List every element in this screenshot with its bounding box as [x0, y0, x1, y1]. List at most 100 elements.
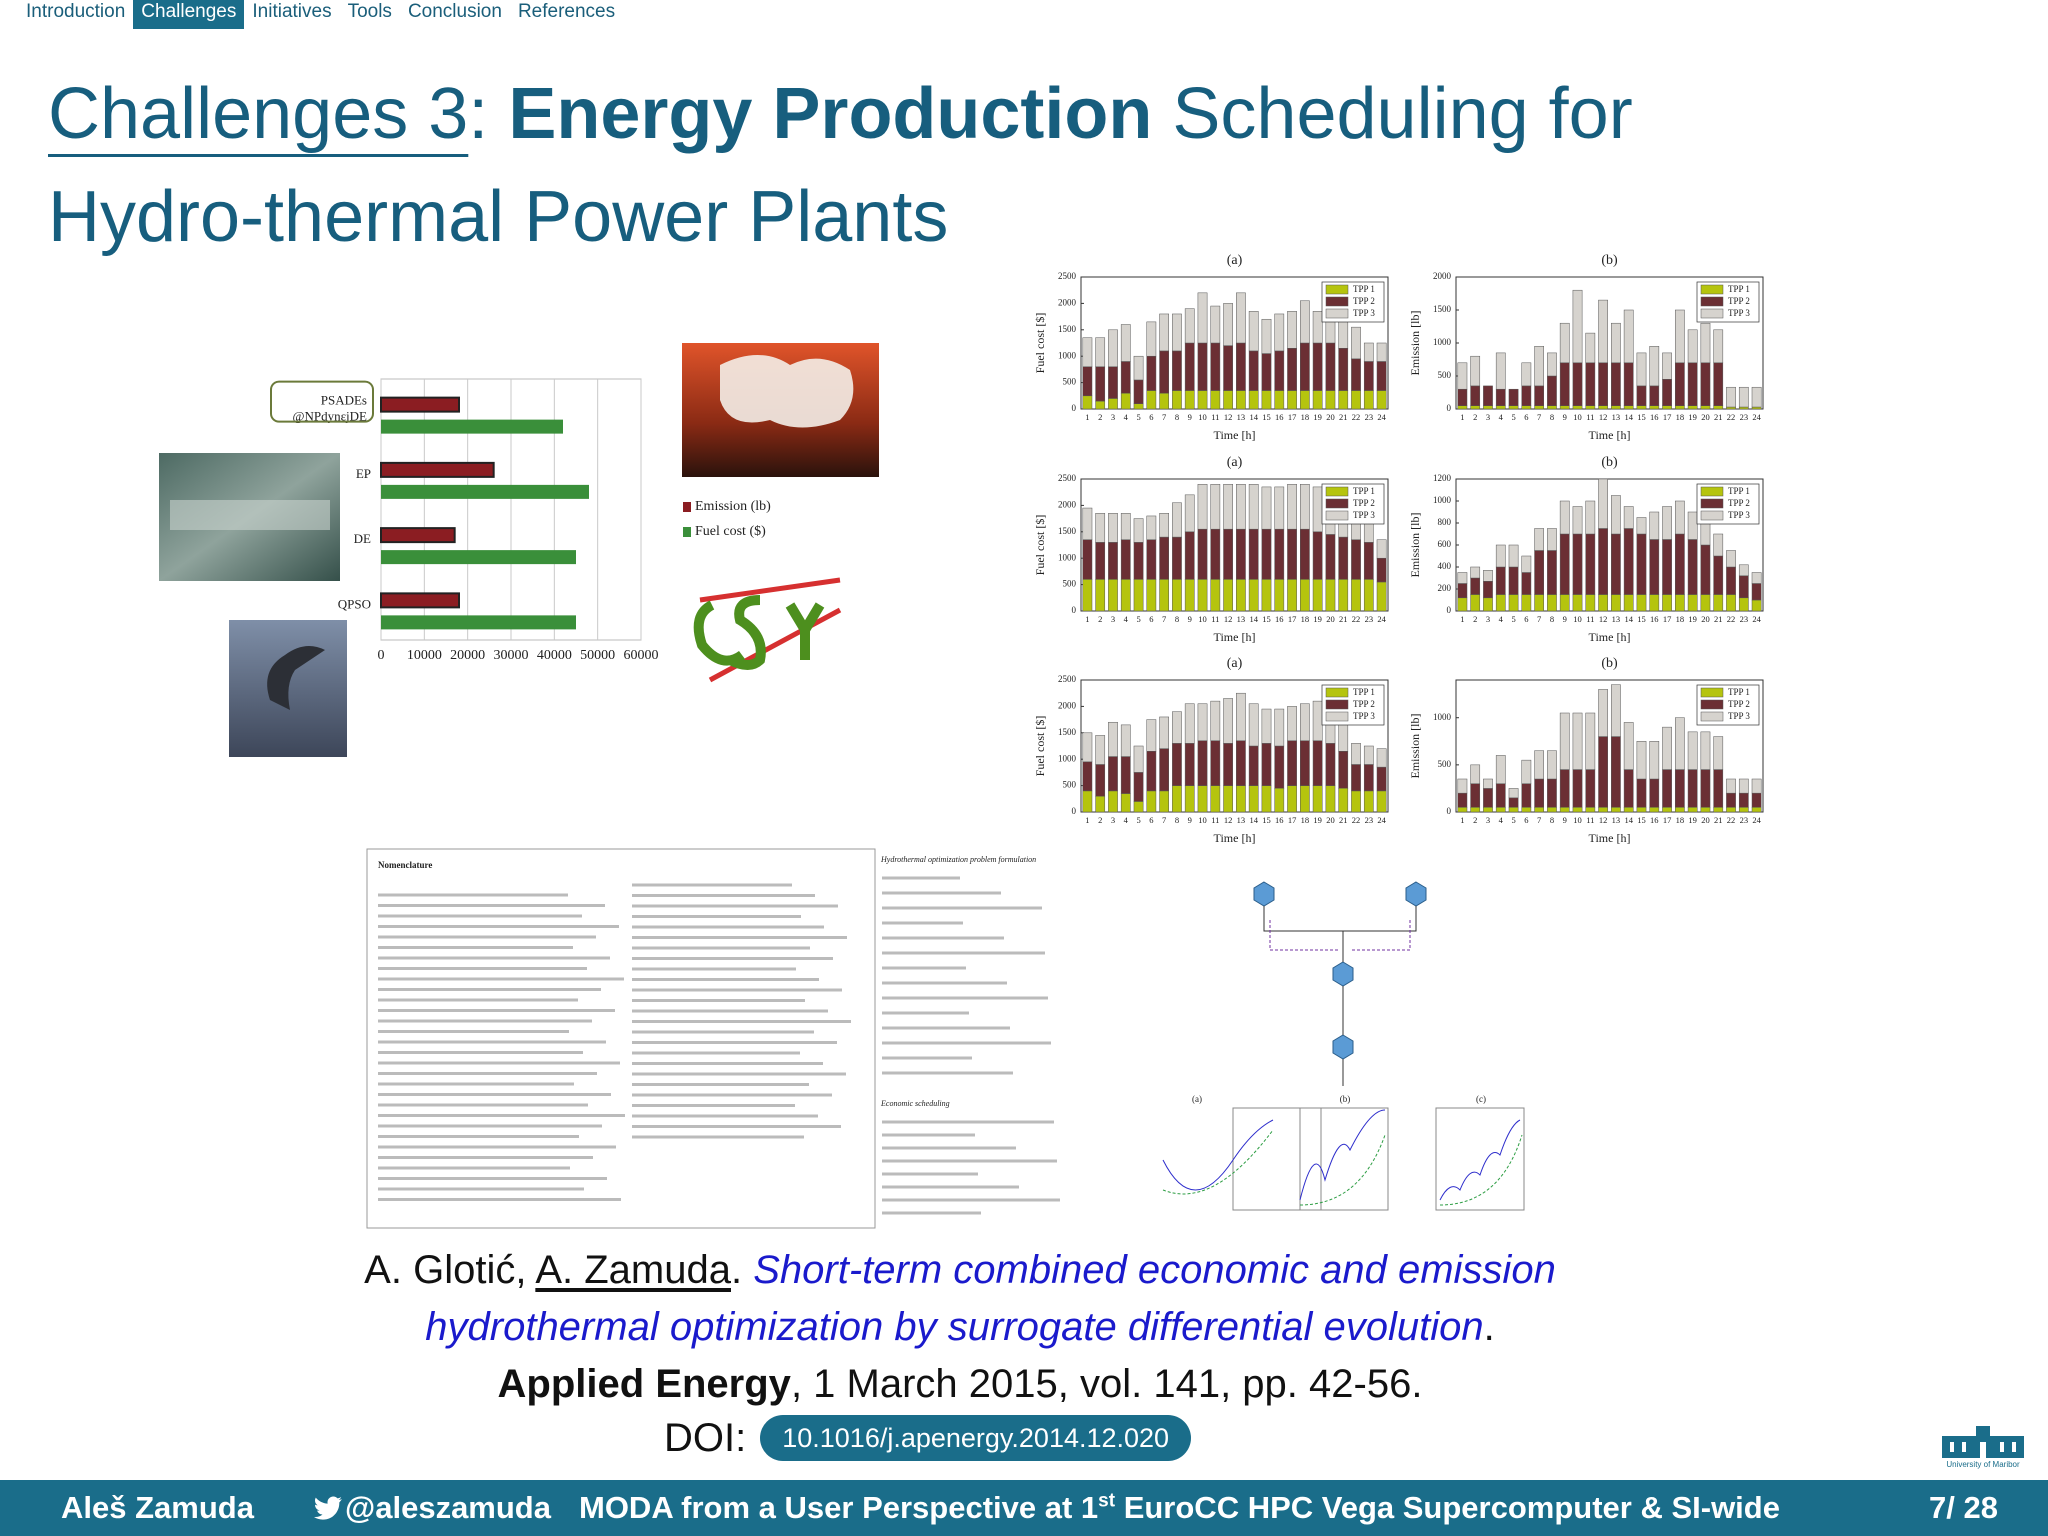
- bar-segment: [1611, 362, 1621, 406]
- currency-strike: [699, 577, 842, 683]
- bar-segment: [1649, 511, 1660, 540]
- bar-segment: [1376, 342, 1387, 362]
- title-line2: Hydro-thermal Power Plants: [48, 177, 949, 257]
- bar-segment: [1636, 405, 1647, 410]
- bar-segment: [1611, 807, 1621, 813]
- bar-segment: [1236, 484, 1246, 530]
- chart-title: (b): [1601, 253, 1618, 268]
- nav-item[interactable]: Initiatives: [252, 1, 332, 22]
- bar-segment: [1338, 348, 1349, 391]
- bar-segment: [1649, 405, 1660, 410]
- bar-segment: [1363, 342, 1374, 362]
- bar-segment: [1674, 769, 1685, 808]
- bar-segment: [1572, 769, 1583, 808]
- x-axis-label: Time [h]: [1214, 630, 1256, 644]
- bar-segment: [1598, 689, 1608, 737]
- x-tick-label: 20: [1701, 614, 1710, 624]
- bar-segment: [1572, 506, 1583, 535]
- bar-segment: [1363, 542, 1374, 580]
- bar-segment: [1299, 785, 1310, 813]
- x-tick-label: 17: [1663, 412, 1672, 422]
- x-tick-label: 14: [1624, 815, 1633, 825]
- bar-segment: [1082, 337, 1093, 368]
- panel-label: (a): [1192, 1094, 1202, 1104]
- bar-segment: [1376, 557, 1387, 583]
- legend-label: TPP 2: [1353, 498, 1375, 508]
- bar-segment: [1223, 579, 1233, 612]
- bar-segment: [1572, 807, 1583, 813]
- x-axis-label: Time [h]: [1589, 831, 1631, 845]
- y-tick-label: 2500: [1058, 271, 1077, 281]
- x-tick-label: 11: [1211, 614, 1219, 624]
- bar-segment: [1636, 594, 1647, 612]
- x-tick-label: 24: [1377, 815, 1386, 825]
- x-tick-label: 18: [1676, 815, 1685, 825]
- x-tick-label: 19: [1688, 614, 1697, 624]
- plot-frame: [1455, 276, 1764, 410]
- nav-item[interactable]: Introduction: [26, 1, 126, 22]
- bar-segment: [1623, 528, 1634, 595]
- bar-segment: [1457, 778, 1468, 794]
- x-tick-label: 0: [378, 648, 385, 663]
- bar-segment: [1636, 533, 1647, 595]
- bar-segment: [1495, 352, 1506, 390]
- bar-segment: [1082, 539, 1093, 580]
- nav-item[interactable]: References: [517, 1, 616, 22]
- bar-segment: [1559, 769, 1570, 808]
- bar-segment: [1457, 362, 1468, 390]
- bar-segment: [1649, 346, 1660, 387]
- nav-item[interactable]: Conclusion: [407, 1, 502, 22]
- bar-segment: [1184, 390, 1195, 410]
- bar-segment: [1248, 528, 1259, 580]
- title-part: Challenges 3: [48, 74, 469, 154]
- bar-segment: [1470, 764, 1481, 784]
- x-tick-label: 16: [1650, 412, 1659, 422]
- bar-segment: [1120, 579, 1131, 612]
- y-tick-label: 200: [1438, 583, 1452, 593]
- bar-segment: [1172, 390, 1182, 410]
- bar-segment: [1312, 700, 1323, 741]
- bar-segment: [1133, 745, 1144, 773]
- bar-segment: [1457, 405, 1468, 410]
- y-axis-label: Fuel cost [$]: [1033, 313, 1047, 374]
- y-tick-label: 1000: [1058, 552, 1077, 562]
- bar-segment: [1210, 528, 1221, 580]
- bar-segment: [1470, 566, 1481, 579]
- x-tick-label: 15: [1637, 412, 1646, 422]
- bar-segment: [1521, 362, 1532, 387]
- nav-item[interactable]: Tools: [347, 1, 392, 22]
- bar-segment: [1274, 708, 1285, 747]
- x-tick-label: 3: [1486, 614, 1490, 624]
- bar-segment: [1483, 778, 1493, 789]
- bar-segment: [1210, 342, 1221, 391]
- y-tick-label: 1000: [1058, 350, 1077, 360]
- bar-segment: [1636, 385, 1647, 406]
- bar-segment: [1751, 778, 1762, 794]
- legend-label: TPP 3: [1728, 510, 1750, 520]
- bar-segment: [1095, 400, 1106, 410]
- x-tick-label: 9: [1188, 614, 1192, 624]
- bar-segment: [1159, 579, 1170, 612]
- x-tick-label: 10000: [407, 648, 442, 663]
- bar-segment: [1662, 405, 1672, 410]
- x-tick-label: 3: [1486, 412, 1490, 422]
- x-tick-label: 14: [1249, 815, 1258, 825]
- y-tick-label: 500: [1063, 780, 1077, 790]
- bar-segment: [1120, 392, 1131, 410]
- bar-segment: [1261, 486, 1272, 530]
- legend-swatch: [683, 502, 691, 512]
- x-tick-label: 5: [1136, 412, 1140, 422]
- x-tick-label: 7: [1162, 815, 1166, 825]
- doi-link[interactable]: 10.1016/j.apenergy.2014.12.020: [760, 1415, 1192, 1461]
- nav-item[interactable]: Challenges: [133, 0, 245, 29]
- bar-segment: [1223, 303, 1233, 346]
- x-tick-label: 7: [1162, 614, 1166, 624]
- y-tick-label: 2500: [1058, 473, 1077, 483]
- bar-segment: [1236, 292, 1246, 344]
- logo-icon: [1942, 1426, 2024, 1458]
- bar: [381, 419, 563, 434]
- bar-segment: [1649, 539, 1660, 595]
- bar-segment: [1082, 761, 1093, 792]
- bar-segment: [1713, 405, 1724, 410]
- bar-segment: [1751, 807, 1762, 813]
